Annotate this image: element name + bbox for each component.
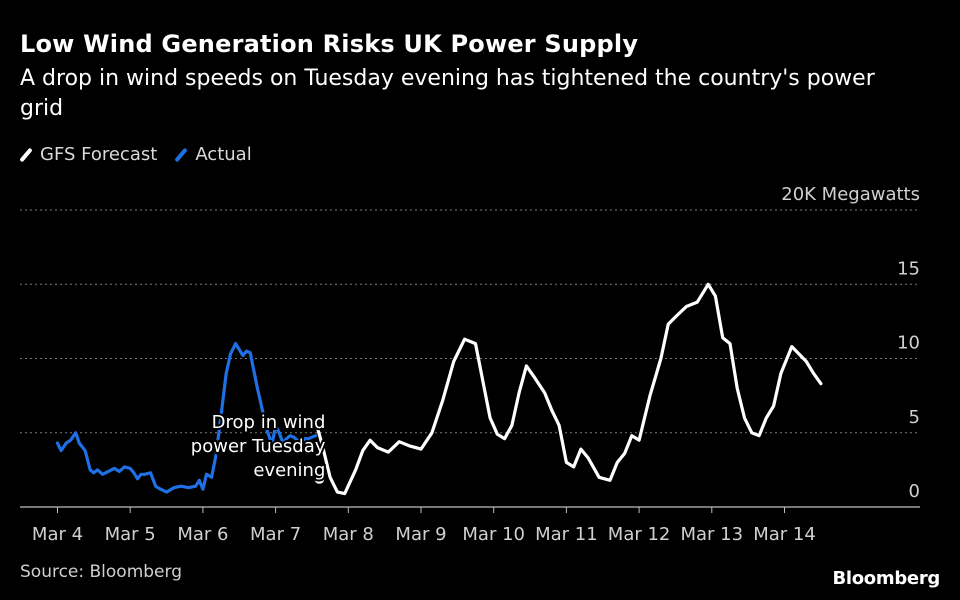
x-tick-label: Mar 9	[395, 524, 446, 545]
chart-subtitle: A drop in wind speeds on Tuesday evening…	[20, 66, 875, 121]
y-tick-label: 20K Megawatts	[781, 184, 920, 205]
y-tick-label: 15	[897, 258, 920, 279]
x-tick-label: Mar 13	[681, 524, 744, 545]
chart-title: Low Wind Generation Risks UK Power Suppl…	[20, 30, 639, 58]
x-tick-label: Mar 10	[462, 524, 525, 545]
x-tick-label: Mar 7	[250, 524, 301, 545]
annotation-text: evening	[253, 460, 325, 481]
brand-logo: Bloomberg	[832, 568, 940, 589]
series-line-forecast	[314, 282, 823, 496]
legend-item-forecast: GFS Forecast	[19, 144, 158, 165]
x-tick-label: Mar 6	[177, 524, 228, 545]
x-tick-label: Mar 11	[535, 524, 598, 545]
legend-label-actual: Actual	[195, 144, 252, 165]
annotation-marker	[314, 473, 325, 484]
x-tick-label: Mar 8	[323, 524, 374, 545]
legend: GFS Forecast Actual	[19, 144, 270, 165]
y-tick-label: 0	[909, 481, 920, 502]
annotation-text: Drop in wind	[212, 412, 326, 433]
series-line-actual	[55, 342, 318, 494]
x-tick-label: Mar 12	[608, 524, 671, 545]
legend-item-actual: Actual	[174, 144, 252, 165]
x-tick-label: Mar 4	[32, 524, 83, 545]
legend-label-forecast: GFS Forecast	[40, 144, 158, 165]
y-tick-label: 5	[909, 407, 920, 428]
y-tick-label: 10	[897, 333, 920, 354]
x-tick-label: Mar 14	[753, 524, 816, 545]
source-note: Source: Bloomberg	[20, 562, 182, 582]
x-tick-label: Mar 5	[105, 524, 156, 545]
annotation-text: power Tuesday	[191, 436, 326, 457]
